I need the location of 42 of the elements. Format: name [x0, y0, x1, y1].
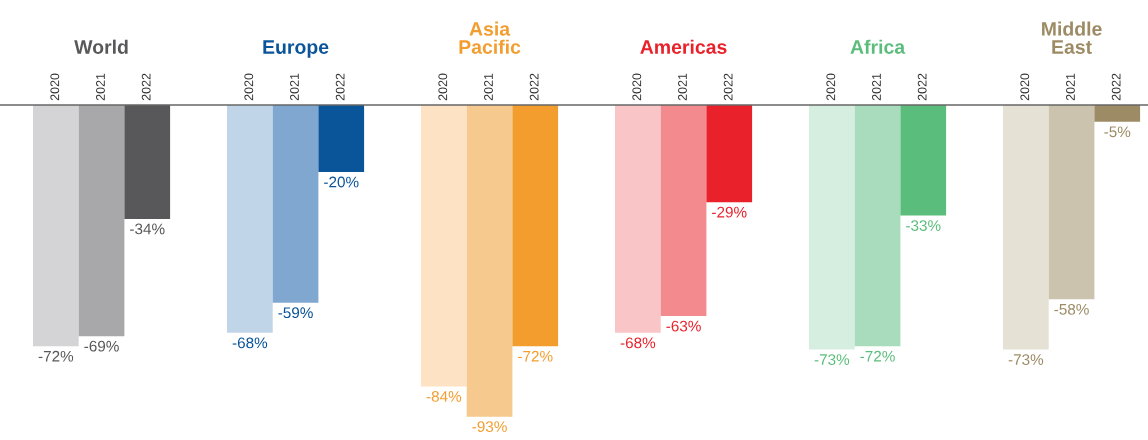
text: 2022	[335, 73, 345, 101]
x-tick-label: World	[74, 39, 128, 54]
text: 2020	[244, 73, 254, 101]
text: 2021	[96, 73, 105, 101]
text: 2021	[678, 73, 687, 101]
text: 2022	[1111, 73, 1121, 101]
text: 2022	[529, 73, 539, 101]
text: 2021	[290, 73, 299, 101]
x-tick-label: Americas	[640, 39, 727, 54]
data-label: -69%	[84, 340, 119, 352]
x-tick-label: Africa	[850, 39, 906, 54]
data-label: -33%	[906, 220, 941, 231]
data-label: -68%	[232, 337, 268, 349]
text: 2020	[438, 73, 448, 101]
data-label: -68%	[620, 337, 656, 349]
data-label: -72%	[38, 350, 74, 362]
x-tick-label: Europe	[263, 40, 329, 58]
text: 2022	[917, 73, 927, 101]
text: 2021	[872, 73, 881, 101]
data-label: -72%	[518, 350, 553, 362]
data-label: -5%	[1104, 126, 1131, 138]
text: 2022	[141, 73, 151, 101]
text: 2020	[632, 73, 642, 101]
text: 2020	[826, 73, 836, 101]
x-tick-label: Middle East	[1042, 21, 1102, 54]
data-label: -63%	[666, 320, 701, 332]
x-tick-label: Asia Pacific	[459, 21, 521, 54]
data-label: -34%	[130, 223, 165, 235]
data-label: -59%	[278, 307, 313, 319]
data-label: -73%	[814, 354, 850, 365]
text: 2021	[484, 73, 493, 101]
text: 2022	[723, 73, 733, 101]
data-label: -73%	[1008, 354, 1044, 365]
data-label: -93%	[472, 421, 507, 433]
data-label: -20%	[324, 176, 359, 188]
data-label: -84%	[426, 391, 462, 402]
data-label: -29%	[712, 206, 747, 218]
data-label: -58%	[1054, 303, 1089, 315]
text: 2021	[1066, 73, 1075, 101]
text: 2020	[1020, 73, 1030, 101]
text: 2020	[50, 73, 60, 101]
data-label: -72%	[860, 350, 895, 362]
